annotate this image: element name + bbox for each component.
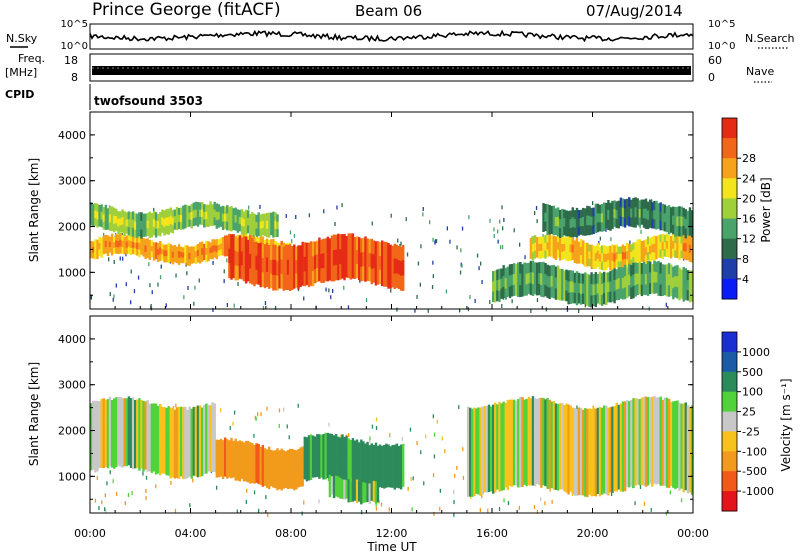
x-axis-label: Time UT — [366, 540, 417, 554]
velocity-band-2 — [303, 432, 405, 490]
velocity-band-1 — [215, 437, 304, 491]
xtick-label: 16:00 — [476, 527, 508, 540]
noise-tick-left-bottom: 10^0 — [61, 41, 88, 52]
colorbar-tick-label: 28 — [742, 152, 756, 165]
nave-label: Nave — [746, 65, 774, 78]
colorbar-tick-label: 12 — [742, 233, 756, 246]
date-title: 07/Aug/2014 — [586, 2, 683, 20]
colorbar-swatch — [722, 371, 737, 393]
colorbar-swatch — [722, 158, 737, 179]
colorbar-swatch — [722, 238, 737, 260]
velocity-band-0 — [90, 396, 216, 480]
freq-tick-top: 18 — [64, 54, 78, 67]
station-title: Prince George (fitACF) — [92, 0, 281, 20]
colorbar-swatch — [722, 138, 737, 159]
ytick-label: 1000 — [58, 470, 86, 483]
power-band-2 — [90, 201, 279, 239]
colorbar-swatch — [722, 351, 737, 373]
velocity-panel: 1000 2000 3000 4000 00:00 04:00 08:00 12:00 16:… — [27, 112, 793, 554]
colorbar-tick-label: 20 — [742, 192, 756, 205]
noise-strip-frame — [89, 23, 694, 50]
colorbar-tick-label: 4 — [742, 273, 749, 286]
colorbar-swatch — [722, 178, 737, 199]
nsky-label: N.Sky — [6, 32, 38, 45]
colorbar-swatch — [722, 391, 737, 413]
power-band-5 — [542, 197, 694, 239]
freq-label-line1: Freq. — [18, 52, 45, 65]
xtick-label: 12:00 — [376, 527, 408, 540]
colorbar-tick-label: -500 — [742, 465, 767, 478]
colorbar-swatch — [722, 118, 737, 139]
colorbar-swatch — [722, 451, 737, 472]
colorbar-swatch — [722, 471, 737, 492]
velocity-band-3 — [328, 474, 380, 505]
colorbar-tick-label: 16 — [742, 213, 756, 226]
power-band-4 — [492, 260, 694, 308]
colorbar-swatch — [722, 278, 737, 300]
power-colorbar-label: Power [dB] — [759, 177, 773, 242]
velocity-ylabel: Slant Range [km] — [27, 362, 41, 466]
nave-tick-top: 60 — [708, 54, 722, 67]
xtick-label: 00:00 — [677, 527, 709, 540]
power-ylabel: Slant Range [km] — [27, 158, 41, 262]
noise-trace — [89, 29, 694, 43]
power-band-3 — [529, 233, 694, 271]
freq-trace — [92, 66, 691, 75]
colorbar-tick-label: -25 — [742, 425, 760, 438]
ytick-label: 1000 — [58, 266, 86, 279]
ytick-label: 2000 — [58, 425, 86, 438]
freq-label-line2: [MHz] — [5, 66, 37, 79]
colorbar-tick-label: 100 — [742, 386, 763, 399]
colorbar-tick-label: 25 — [742, 406, 756, 419]
ytick-label: 3000 — [58, 379, 86, 392]
freq-tick-bottom: 8 — [71, 71, 78, 84]
cpid-value: twofsound 3503 — [94, 94, 203, 108]
nave-tick-bottom: 0 — [708, 71, 715, 84]
colorbar-swatch — [722, 332, 737, 353]
nsearch-label: N.Search — [745, 32, 795, 45]
power-band-1 — [228, 233, 405, 291]
xtick-label: 20:00 — [577, 527, 609, 540]
colorbar-swatch — [722, 431, 737, 452]
ytick-label: 2000 — [58, 221, 86, 234]
velocity-band-4 — [466, 396, 694, 498]
noise-tick-left-top: 10^5 — [61, 19, 88, 30]
colorbar-swatch — [722, 258, 737, 280]
cpid-label: CPID — [5, 88, 34, 101]
noise-tick-right-bottom: 10^0 — [708, 41, 735, 52]
power-panel: 1000 2000 3000 4000 Slant Range [km] 4 8 12 16… — [27, 111, 773, 313]
xtick-label: 04:00 — [175, 527, 207, 540]
colorbar-swatch — [722, 411, 737, 432]
colorbar-swatch — [722, 491, 737, 512]
colorbar-swatch — [722, 198, 737, 219]
colorbar-tick-label: -1000 — [742, 485, 774, 498]
ytick-label: 4000 — [58, 129, 86, 142]
noise-tick-right-top: 10^5 — [708, 19, 735, 30]
ytick-label: 3000 — [58, 175, 86, 188]
beam-title: Beam 06 — [355, 2, 422, 20]
colorbar-tick-label: 500 — [742, 366, 763, 379]
xtick-label: 00:00 — [74, 527, 106, 540]
colorbar-tick-label: -100 — [742, 445, 767, 458]
xtick-label: 08:00 — [275, 527, 307, 540]
colorbar-swatch — [722, 218, 737, 240]
ytick-label: 4000 — [58, 333, 86, 346]
velocity-colorbar-label: Velocity [m s⁻¹] — [779, 378, 793, 471]
colorbar-tick-label: 8 — [742, 253, 749, 266]
freq-strip-frame — [89, 53, 694, 82]
colorbar-tick-label: 24 — [742, 172, 756, 185]
colorbar-tick-label: 1000 — [742, 346, 770, 359]
